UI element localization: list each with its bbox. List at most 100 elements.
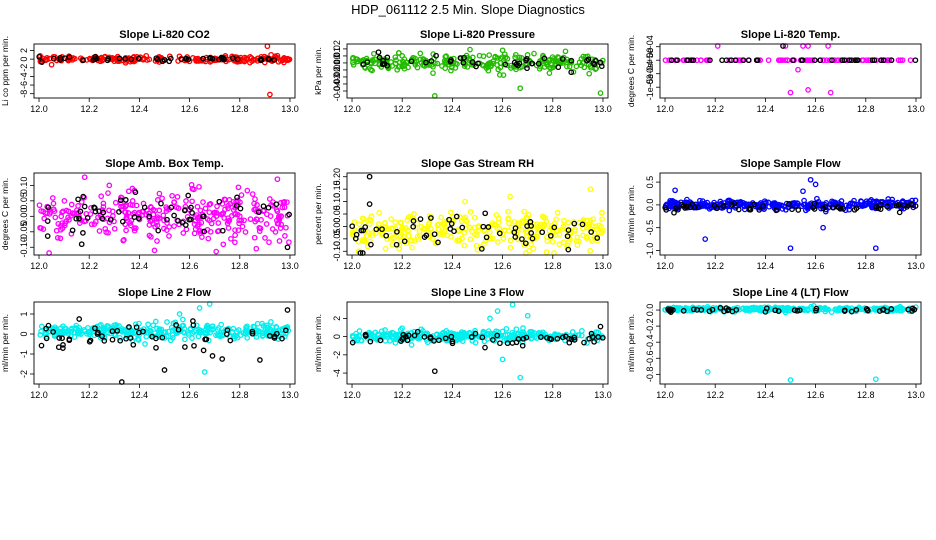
- data-point: [230, 325, 237, 332]
- data-point: [282, 327, 289, 334]
- data-point: [271, 57, 277, 63]
- data-point: [823, 57, 830, 64]
- data-point: [846, 206, 853, 213]
- data-point: [136, 329, 142, 336]
- data-point: [153, 219, 160, 226]
- data-point: [369, 57, 376, 63]
- x-tick-label: 12.6: [807, 104, 825, 114]
- data-point: [763, 305, 770, 312]
- data-point: [848, 57, 855, 64]
- data-point: [599, 209, 605, 216]
- x-tick-label: 12.0: [30, 261, 48, 271]
- data-point: [571, 220, 578, 227]
- data-point: [451, 228, 457, 235]
- data-point: [565, 227, 572, 233]
- data-point: [872, 245, 879, 252]
- data-point: [264, 324, 270, 331]
- data-point: [462, 198, 468, 205]
- data-point: [359, 215, 366, 222]
- figure-title: HDP_061112 2.5 Min. Slope Diagnostics: [351, 2, 585, 17]
- panel-title: Slope Amb. Box Temp.: [105, 158, 224, 170]
- data-point: [740, 57, 747, 64]
- data-point: [266, 239, 272, 246]
- data-point: [122, 209, 129, 216]
- data-point: [668, 307, 674, 313]
- data-point: [817, 57, 824, 64]
- data-point: [392, 234, 398, 241]
- data-point: [847, 200, 854, 207]
- data-point: [893, 202, 900, 209]
- data-point: [51, 208, 58, 214]
- data-point: [242, 329, 249, 336]
- data-point: [68, 201, 75, 208]
- data-point: [912, 57, 919, 64]
- data-point: [154, 238, 160, 244]
- data-point: [235, 184, 242, 191]
- data-point: [146, 213, 153, 220]
- panel-title: Slope Li-820 CO2: [119, 29, 209, 41]
- data-point: [509, 301, 516, 308]
- y-axis-label: ml/min per min.: [0, 314, 10, 372]
- data-point: [400, 331, 407, 338]
- data-point: [36, 53, 43, 60]
- y-tick-label: 5e-04: [645, 35, 655, 58]
- data-point: [851, 201, 857, 207]
- data-point: [187, 325, 194, 332]
- data-point: [731, 200, 738, 207]
- data-point: [746, 206, 753, 213]
- data-point: [869, 57, 876, 64]
- data-point: [466, 55, 473, 62]
- y-tick-label: -8: [19, 90, 29, 98]
- data-point: [384, 54, 391, 61]
- y-tick-label: -5e-04: [645, 61, 655, 87]
- data-point: [363, 233, 370, 239]
- data-point: [475, 60, 481, 67]
- data-point: [109, 336, 116, 343]
- panel-8: Slope Line 3 Flow 12.0 12.2 12.4 12.6 12.8 13.…: [313, 287, 612, 400]
- data-point: [154, 56, 161, 63]
- data-point: [511, 59, 518, 66]
- data-point: [201, 369, 208, 375]
- data-point: [754, 305, 761, 312]
- data-point: [469, 59, 476, 65]
- data-point: [440, 329, 447, 336]
- data-point: [181, 207, 188, 214]
- data-point: [880, 306, 887, 313]
- data-point: [196, 305, 203, 311]
- data-point: [599, 334, 606, 341]
- data-point: [131, 334, 138, 341]
- data-point: [164, 220, 170, 226]
- data-point: [213, 248, 220, 255]
- data-point: [571, 334, 578, 341]
- data-point: [349, 223, 356, 230]
- data-point: [508, 65, 514, 71]
- x-tick-label: 12.6: [494, 104, 512, 114]
- data-point: [48, 61, 55, 68]
- data-point: [131, 227, 138, 234]
- data-point: [912, 197, 919, 204]
- data-point: [513, 339, 520, 346]
- data-point: [515, 62, 522, 69]
- data-point: [284, 244, 291, 251]
- plot-frame: [659, 172, 922, 256]
- data-point: [494, 308, 501, 314]
- data-point: [244, 323, 250, 330]
- data-point: [787, 377, 794, 383]
- data-point: [531, 50, 537, 57]
- x-tick-label: 12.4: [757, 104, 775, 114]
- data-point: [117, 337, 124, 344]
- data-point: [499, 47, 506, 54]
- data-point: [820, 57, 827, 64]
- data-point: [78, 241, 85, 248]
- data-point: [697, 197, 703, 204]
- data-point: [667, 203, 674, 210]
- data-point: [472, 339, 479, 346]
- data-point: [267, 91, 273, 98]
- x-tick-label: 12.8: [857, 104, 875, 114]
- data-point: [472, 330, 479, 337]
- data-point: [827, 89, 834, 96]
- data-point: [393, 241, 400, 248]
- data-point: [800, 188, 806, 195]
- data-point: [190, 322, 197, 328]
- data-point: [521, 208, 527, 215]
